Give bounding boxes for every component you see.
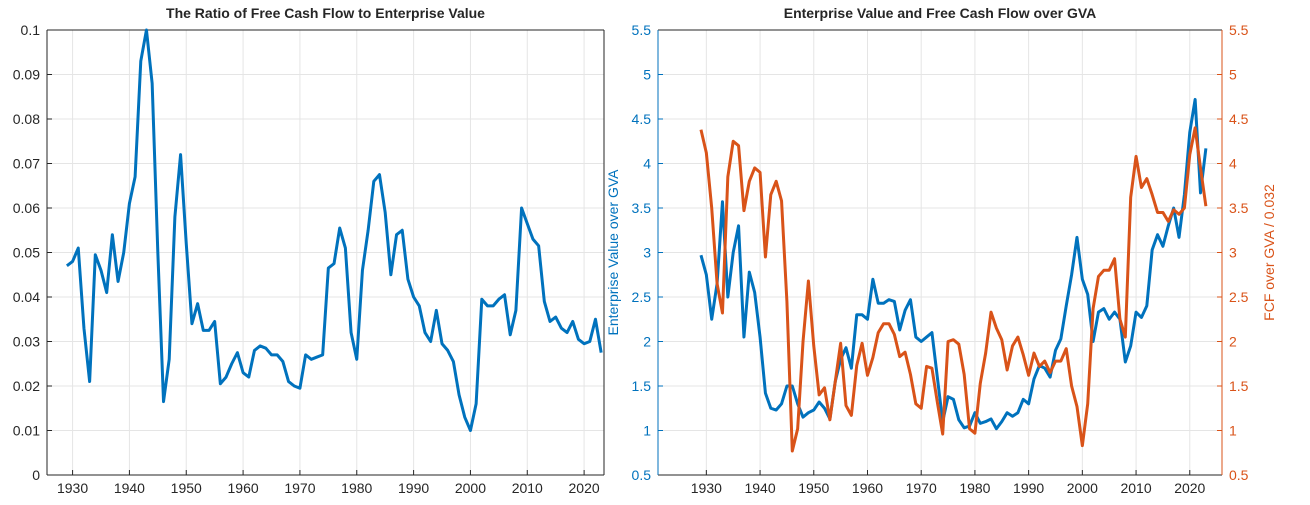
y-tick-label: 0.07	[13, 156, 40, 172]
x-tick-label: 1930	[691, 480, 722, 496]
y-tick-label: 0	[32, 467, 40, 483]
y-tick-label: 4.5	[632, 111, 652, 127]
y-tick-label: 0.03	[13, 334, 40, 350]
y-tick-label: 0.04	[13, 289, 40, 305]
x-tick-label: 1950	[798, 480, 829, 496]
y-tick-label: 4	[643, 156, 651, 172]
x-tick-label: 2010	[1120, 480, 1151, 496]
x-tick-label: 1940	[744, 480, 775, 496]
y-tick-label: 0.05	[13, 245, 40, 261]
data-line	[699, 126, 1208, 453]
y-tick-label: 0.08	[13, 111, 40, 127]
y2-tick-label: 5	[1229, 67, 1237, 83]
y2-tick-label: 2	[1229, 334, 1237, 350]
x-tick-label: 1980	[959, 480, 990, 496]
x-tick-label: 1970	[284, 480, 315, 496]
axes: 1930 1940 1950 1960 1970 1980 1990 2000 2010 2020…	[605, 5, 1277, 496]
chart-title: The Ratio of Free Cash Flow to Enterpris…	[166, 5, 485, 21]
y-tick-label: 0.06	[13, 200, 40, 216]
y-tick-label: 0.02	[13, 378, 40, 394]
y2-tick-label: 3	[1229, 245, 1237, 261]
y-tick-label: 0.01	[13, 423, 40, 439]
x-tick-label: 1970	[906, 480, 937, 496]
y-tick-label: 0.1	[21, 22, 41, 38]
x-tick-label: 2020	[569, 480, 600, 496]
x-tick-label: 1980	[341, 480, 372, 496]
y-tick-label: 0.09	[13, 67, 40, 83]
y2-tick-label: 2.5	[1229, 289, 1249, 305]
y-tick-label: 1	[643, 423, 651, 439]
x-tick-label: 2020	[1174, 480, 1205, 496]
y-tick-label: 2	[643, 334, 651, 350]
y-axis-label: Enterprise Value over GVA	[605, 169, 621, 336]
y-tick-label: 3	[643, 245, 651, 261]
y2-tick-label: 1.5	[1229, 378, 1249, 394]
y-tick-label: 1.5	[632, 378, 652, 394]
x-tick-label: 1990	[398, 480, 429, 496]
y-tick-label: 2.5	[632, 289, 652, 305]
y2-tick-label: 0.5	[1229, 467, 1249, 483]
y-tick-label: 0.5	[632, 467, 652, 483]
x-tick-label: 1990	[1013, 480, 1044, 496]
y2-axis-label: FCF over GVA / 0.032	[1261, 184, 1277, 321]
y2-tick-label: 4.5	[1229, 111, 1249, 127]
x-tick-label: 1930	[57, 480, 88, 496]
y2-tick-label: 5.5	[1229, 22, 1249, 38]
x-tick-label: 2000	[1067, 480, 1098, 496]
x-tick-label: 1960	[228, 480, 259, 496]
y-tick-label: 5.5	[632, 22, 652, 38]
data-line	[65, 28, 603, 432]
y-tick-label: 3.5	[632, 200, 652, 216]
y2-tick-label: 3.5	[1229, 200, 1249, 216]
x-tick-label: 1940	[114, 480, 145, 496]
data-line	[699, 97, 1208, 431]
axes: 1930 1940 1950 1960 1970 1980 1990 2000 2010 2020…	[13, 5, 605, 496]
y-tick-label: 5	[643, 67, 651, 83]
x-tick-label: 1960	[852, 480, 883, 496]
x-tick-label: 1950	[171, 480, 202, 496]
x-tick-label: 2010	[512, 480, 543, 496]
x-tick-label: 2000	[455, 480, 486, 496]
y2-tick-label: 1	[1229, 423, 1237, 439]
chart-title: Enterprise Value and Free Cash Flow over…	[784, 5, 1097, 21]
y2-tick-label: 4	[1229, 156, 1237, 172]
